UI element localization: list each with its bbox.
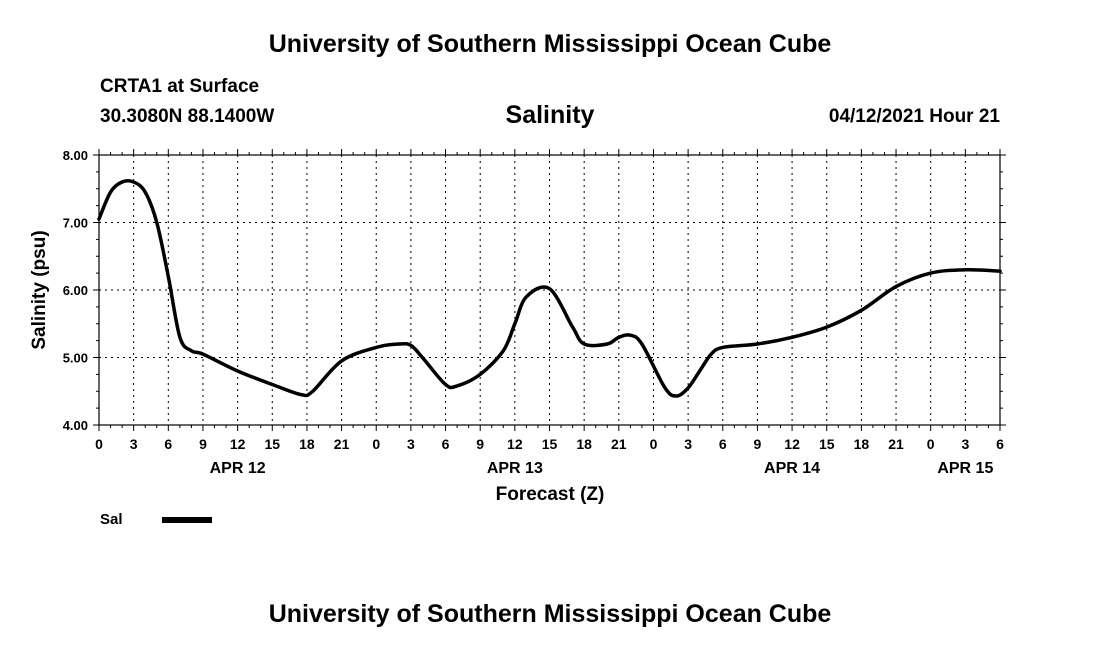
x-tick-label: 15 bbox=[819, 436, 835, 452]
tick-marks bbox=[93, 149, 1006, 431]
x-tick-label: 21 bbox=[888, 436, 904, 452]
top-title: University of Southern Mississippi Ocean… bbox=[268, 30, 832, 58]
chart-title: Salinity bbox=[505, 101, 595, 129]
coordinates-label: 30.3080N 88.1400W bbox=[100, 106, 275, 127]
x-tick-label: 9 bbox=[476, 436, 484, 452]
x-tick-label: 6 bbox=[442, 436, 450, 452]
x-tick-labels: 0 3 6 9 12 15 18 21 0 3 6 9 12 15 18 21 0 3 6 9 12 15 18 21 0 3 6 bbox=[95, 436, 1004, 452]
date-label: APR 13 bbox=[487, 460, 543, 477]
x-tick-label: 3 bbox=[961, 436, 969, 452]
x-tick-label: 3 bbox=[130, 436, 138, 452]
y-axis-label: Salinity (psu) bbox=[29, 230, 50, 349]
y-tick-label: 8.00 bbox=[63, 148, 88, 163]
x-tick-label: 6 bbox=[996, 436, 1004, 452]
x-tick-label: 6 bbox=[164, 436, 172, 452]
x-tick-label: 3 bbox=[407, 436, 415, 452]
date-labels: APR 12 APR 13 APR 14 APR 15 bbox=[210, 460, 994, 477]
x-tick-label: 6 bbox=[719, 436, 727, 452]
y-tick-label: 6.00 bbox=[63, 283, 88, 298]
datetime-label: 04/12/2021 Hour 21 bbox=[828, 106, 1000, 127]
date-label: APR 14 bbox=[764, 460, 820, 477]
y-tick-label: 7.00 bbox=[63, 216, 88, 231]
x-tick-label: 18 bbox=[576, 436, 592, 452]
legend-label: Sal bbox=[100, 511, 123, 528]
x-tick-label: 0 bbox=[95, 436, 103, 452]
x-tick-label: 15 bbox=[264, 436, 280, 452]
salinity-series-line bbox=[97, 178, 1002, 398]
x-tick-label: 9 bbox=[754, 436, 762, 452]
x-tick-label: 18 bbox=[299, 436, 315, 452]
x-tick-label: 9 bbox=[199, 436, 207, 452]
x-tick-label: 0 bbox=[372, 436, 380, 452]
x-tick-label: 12 bbox=[784, 436, 800, 452]
x-axis-label: Forecast (Z) bbox=[496, 484, 605, 505]
x-tick-label: 21 bbox=[611, 436, 627, 452]
date-label: APR 12 bbox=[210, 460, 266, 477]
x-tick-label: 21 bbox=[334, 436, 350, 452]
y-tick-label: 5.00 bbox=[63, 351, 88, 366]
date-label: APR 15 bbox=[937, 460, 993, 477]
y-tick-label: 4.00 bbox=[63, 418, 88, 433]
x-tick-label: 12 bbox=[507, 436, 523, 452]
x-tick-label: 12 bbox=[230, 436, 246, 452]
x-tick-label: 0 bbox=[650, 436, 658, 452]
station-label: CRTA1 at Surface bbox=[100, 76, 260, 97]
y-tick-labels: 4.00 5.00 6.00 7.00 8.00 bbox=[63, 148, 88, 433]
x-tick-label: 3 bbox=[684, 436, 692, 452]
x-tick-label: 18 bbox=[854, 436, 870, 452]
x-tick-label: 15 bbox=[542, 436, 558, 452]
x-tick-label: 0 bbox=[927, 436, 935, 452]
bottom-title: University of Southern Mississippi Ocean… bbox=[268, 600, 832, 628]
